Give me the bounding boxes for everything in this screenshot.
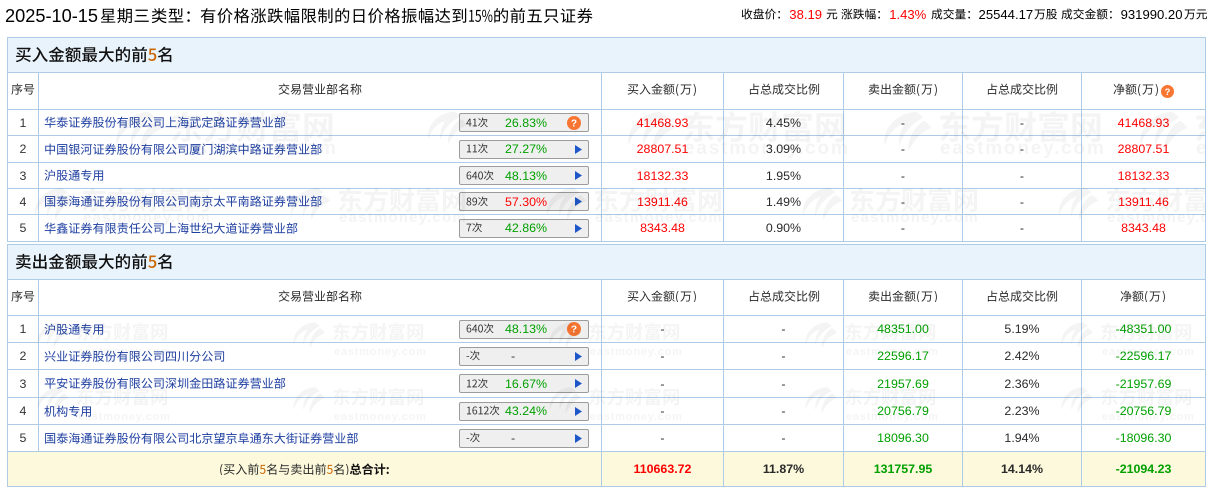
- svg-text:?: ?: [1165, 85, 1171, 96]
- svg-text:?: ?: [571, 118, 577, 129]
- svg-text:?: ?: [571, 325, 577, 336]
